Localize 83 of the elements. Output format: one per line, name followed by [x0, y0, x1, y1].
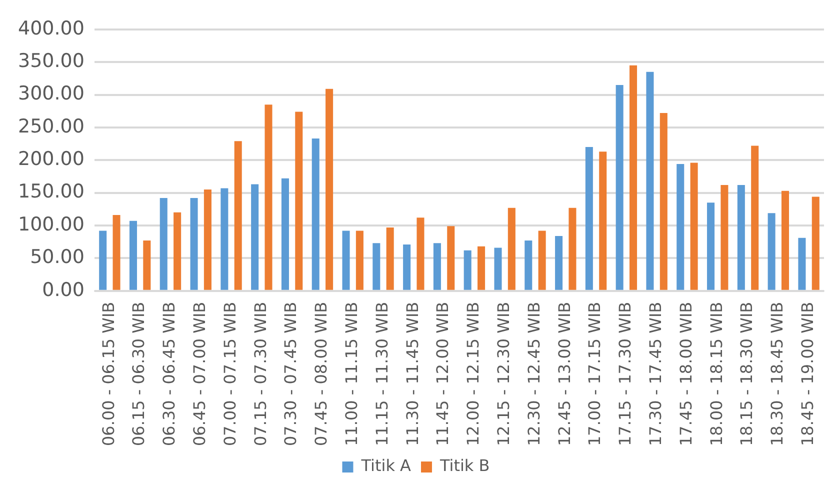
bar — [798, 238, 806, 290]
y-tick-label: 150.00 — [18, 180, 84, 203]
legend-label: Titik B — [438, 456, 490, 476]
bar — [812, 196, 820, 290]
y-tick-label: 350.00 — [18, 50, 84, 72]
bar — [433, 243, 441, 290]
bar — [326, 88, 334, 290]
x-tick-label: 17.30 - 17.45 WIB — [646, 302, 665, 446]
bar — [768, 213, 776, 290]
x-tick-label: 06.15 - 06.30 WIB — [129, 302, 148, 446]
bar — [356, 230, 364, 290]
x-tick-label: 17.45 - 18.00 WIB — [676, 302, 696, 446]
bar — [251, 184, 259, 290]
bar — [312, 138, 320, 290]
x-tick-label: 07.30 - 07.45 WIB — [281, 302, 300, 446]
x-tick-label: 18.15 - 18.30 WIB — [737, 302, 756, 446]
bar — [416, 218, 424, 290]
bar — [676, 164, 684, 290]
x-tick-label: 12.15 - 12.30 WIB — [494, 302, 513, 446]
bar — [585, 147, 593, 290]
x-tick-label: 18.30 - 18.45 WIB — [768, 302, 787, 446]
bar — [781, 190, 790, 290]
x-tick-label: 12.45 - 13.00 WIB — [554, 302, 574, 446]
bar — [403, 244, 411, 290]
x-tick-label: 17.15 - 17.30 WIB — [616, 302, 635, 446]
bar — [174, 212, 182, 290]
bar — [690, 162, 698, 290]
x-tick-label: 06.00 - 06.15 WIB — [98, 302, 118, 446]
y-tick-label: 400.00 — [18, 17, 84, 40]
x-tick-label: 11.45 - 12.00 WIB — [433, 302, 452, 446]
bar — [190, 198, 198, 290]
x-tick-label: 07.15 - 07.30 WIB — [250, 302, 270, 446]
bar — [220, 188, 228, 290]
bar — [630, 65, 638, 290]
y-tick-label: 200.00 — [18, 148, 84, 170]
bar — [160, 198, 168, 290]
bar — [616, 84, 624, 290]
bar — [281, 178, 289, 290]
bar — [112, 215, 120, 290]
bar — [464, 250, 472, 290]
bar — [538, 230, 546, 290]
x-tick-label: 11.30 - 11.45 WIB — [402, 302, 422, 446]
bar — [143, 240, 151, 290]
x-tick-label: 11.15 - 11.30 WIB — [372, 302, 392, 446]
x-tick-label: 17.00 - 17.15 WIB — [585, 302, 604, 446]
bar — [264, 104, 272, 290]
x-tick-label: 07.45 - 08.00 WIB — [312, 302, 331, 446]
bar — [599, 152, 607, 290]
x-tick-label: 18.45 - 19.00 WIB — [798, 302, 817, 446]
y-tick-label: 100.00 — [18, 213, 84, 236]
bar — [372, 243, 380, 290]
bar — [447, 226, 455, 290]
bar — [646, 72, 654, 290]
bar — [508, 208, 516, 290]
y-tick-label: 300.00 — [18, 82, 84, 105]
y-tick-label: 250.00 — [18, 115, 84, 138]
bar — [720, 184, 728, 290]
x-tick-label: 12.30 - 12.45 WIB — [524, 302, 544, 446]
bar — [129, 220, 137, 290]
x-tick-label: 06.45 - 07.00 WIB — [190, 302, 210, 446]
bar — [555, 236, 563, 290]
x-tick-label: 12.00 - 12.15 WIB — [464, 302, 483, 446]
x-tick-label: 07.00 - 07.15 WIB — [220, 302, 240, 446]
bar — [478, 246, 486, 290]
bar — [234, 141, 242, 290]
bar — [524, 240, 532, 290]
x-tick-label: 11.00 - 11.15 WIB — [342, 302, 362, 446]
bar — [295, 112, 303, 290]
bar — [751, 146, 759, 290]
x-tick-label: 18.00 - 18.15 WIB — [706, 302, 726, 446]
bar — [99, 230, 107, 290]
y-tick-label: 50.00 — [30, 246, 84, 268]
bar — [660, 113, 668, 290]
bar — [342, 230, 350, 290]
legend-label: Titik A — [360, 456, 412, 476]
x-tick-label: 06.30 - 06.45 WIB — [160, 302, 179, 446]
bar — [204, 190, 212, 290]
y-tick-label: 0.00 — [42, 278, 84, 301]
bar — [568, 208, 576, 290]
bar — [737, 184, 745, 290]
bar — [707, 202, 715, 290]
bar — [386, 227, 394, 290]
bar — [494, 248, 502, 290]
